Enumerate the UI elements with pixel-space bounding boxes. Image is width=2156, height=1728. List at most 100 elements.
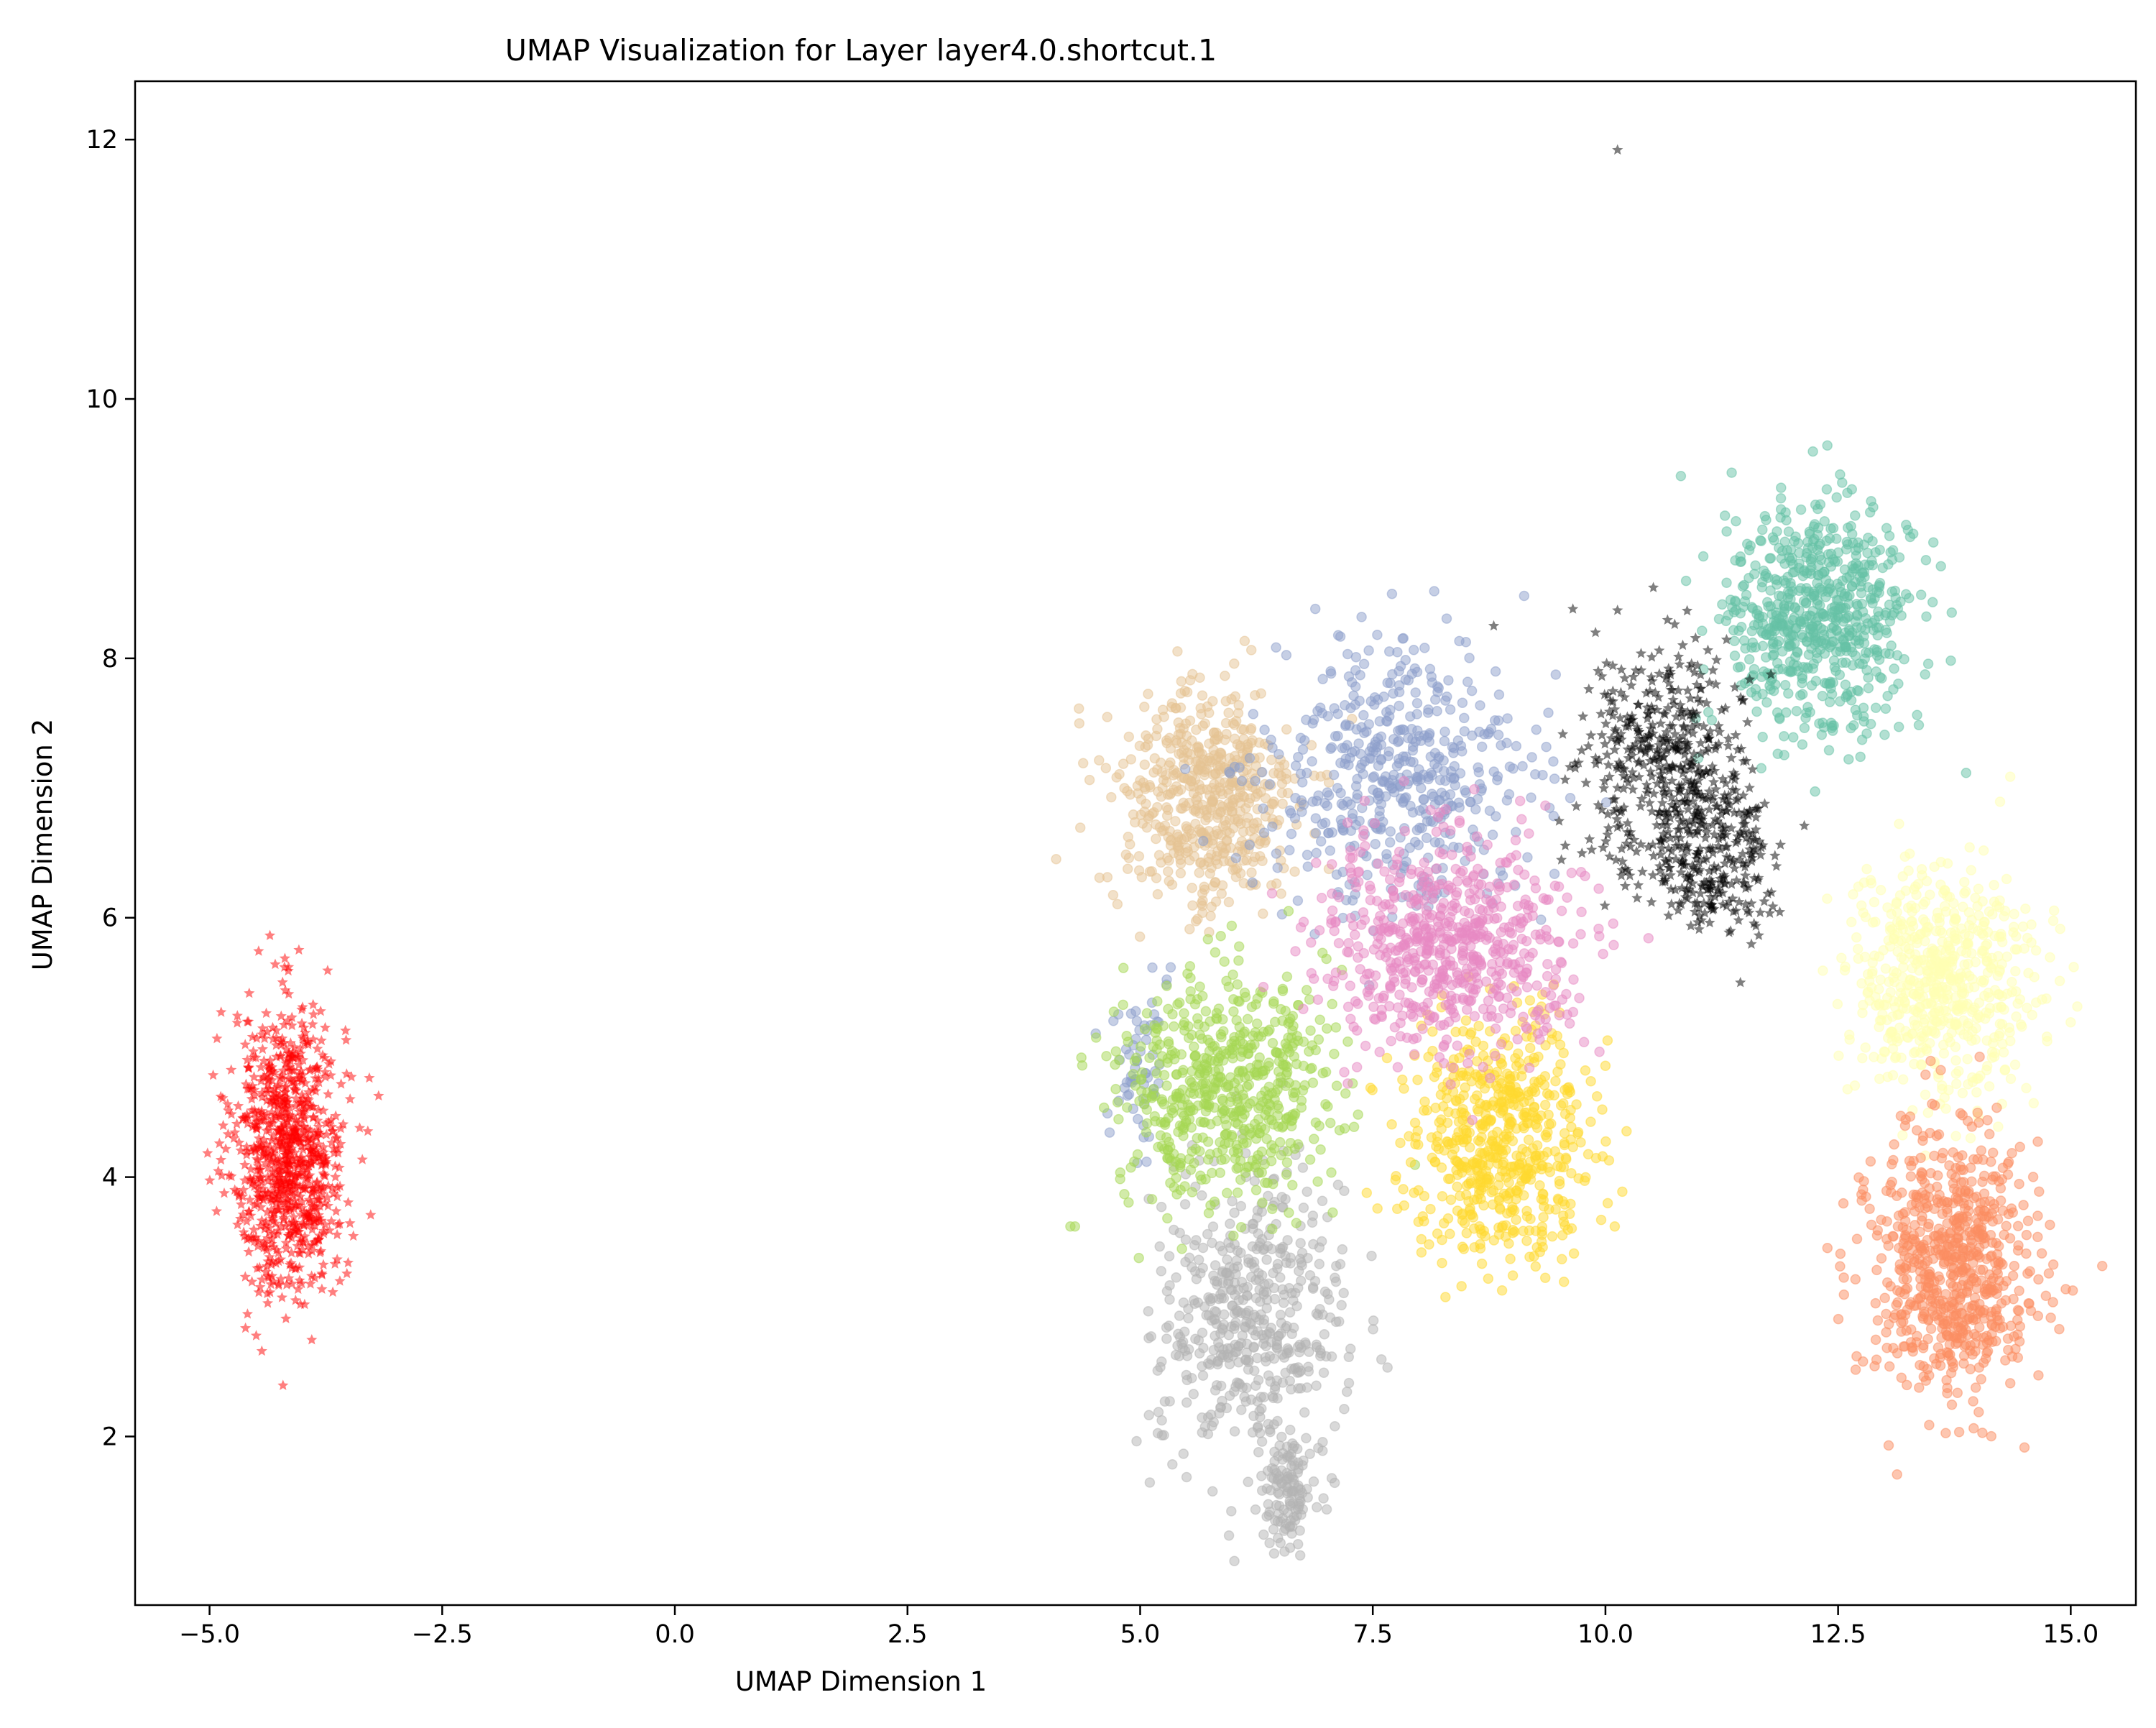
scatter-point bbox=[1368, 1315, 1379, 1326]
scatter-point bbox=[1146, 1093, 1158, 1103]
scatter-point bbox=[1575, 929, 1586, 939]
scatter-point bbox=[1133, 1252, 1144, 1264]
scatter-point bbox=[1405, 1008, 1416, 1020]
scatter-point bbox=[1571, 1099, 1582, 1110]
scatter-point bbox=[1395, 1031, 1406, 1042]
scatter-point bbox=[276, 1039, 287, 1049]
scatter-point bbox=[1223, 707, 1234, 719]
scatter-point bbox=[1478, 1062, 1489, 1072]
scatter-point bbox=[1378, 993, 1388, 1003]
scatter-point bbox=[1267, 1223, 1278, 1235]
scatter-point bbox=[1298, 916, 1309, 927]
scatter-point bbox=[1775, 492, 1787, 504]
scatter-point bbox=[1207, 835, 1218, 846]
scatter-point bbox=[322, 1200, 333, 1211]
scatter-point bbox=[1298, 1202, 1309, 1213]
scatter-point bbox=[1490, 666, 1501, 677]
scatter-point bbox=[1358, 825, 1369, 836]
scatter-point bbox=[1229, 1323, 1240, 1334]
scatter-point bbox=[1776, 482, 1787, 493]
scatter-point bbox=[282, 1230, 294, 1241]
scatter-point bbox=[1276, 1192, 1287, 1203]
scatter-point bbox=[329, 1258, 341, 1269]
scatter-point bbox=[1409, 1117, 1421, 1129]
scatter-point bbox=[1531, 980, 1542, 991]
scatter-point bbox=[1405, 1157, 1416, 1168]
scatter-point bbox=[1800, 598, 1812, 609]
scatter-point bbox=[1238, 1295, 1249, 1305]
scatter-point bbox=[1340, 1088, 1351, 1099]
scatter-point bbox=[1342, 1078, 1353, 1089]
scatter-point bbox=[1314, 1014, 1325, 1026]
scatter-point bbox=[1603, 1155, 1615, 1166]
scatter-point bbox=[236, 1198, 247, 1210]
scatter-point bbox=[1479, 1147, 1491, 1159]
scatter-point bbox=[1299, 1407, 1310, 1418]
scatter-point bbox=[1248, 709, 1259, 720]
scatter-point bbox=[1468, 871, 1479, 883]
scatter-point bbox=[308, 1111, 319, 1122]
scatter-point bbox=[1239, 1321, 1250, 1332]
scatter-point bbox=[1286, 1328, 1297, 1339]
scatter-point bbox=[1333, 937, 1345, 949]
scatter-point bbox=[1459, 1157, 1470, 1167]
scatter-point bbox=[1228, 1230, 1239, 1241]
scatter-point bbox=[1542, 1022, 1553, 1033]
scatter-point bbox=[1268, 768, 1279, 779]
scatter-point bbox=[260, 1266, 272, 1277]
scatter-point bbox=[1531, 724, 1542, 735]
scatter-point bbox=[288, 1203, 300, 1214]
scatter-point bbox=[1557, 1254, 1567, 1265]
scatter-point bbox=[1480, 934, 1492, 945]
scatter-point bbox=[1250, 1504, 1261, 1515]
scatter-point bbox=[1141, 1127, 1152, 1138]
scatter-point bbox=[1229, 814, 1240, 824]
scatter-point bbox=[1860, 612, 1871, 624]
scatter-point bbox=[1474, 726, 1485, 737]
scatter-point bbox=[1436, 1114, 1447, 1125]
scatter-point bbox=[1276, 1003, 1286, 1015]
scatter-point bbox=[1376, 1354, 1387, 1365]
scatter-point bbox=[335, 1138, 346, 1149]
scatter-point bbox=[1239, 1026, 1250, 1037]
scatter-point bbox=[1447, 979, 1457, 991]
scatter-point bbox=[1536, 1193, 1547, 1205]
scatter-point bbox=[1441, 613, 1452, 624]
scatter-point bbox=[1202, 934, 1214, 945]
scatter-point bbox=[286, 1247, 298, 1258]
scatter-point bbox=[1314, 924, 1325, 936]
scatter-point bbox=[1275, 1538, 1286, 1548]
scatter-point bbox=[340, 1024, 351, 1036]
scatter-point bbox=[1272, 863, 1283, 873]
scatter-point bbox=[1478, 1003, 1489, 1014]
scatter-point bbox=[1542, 958, 1553, 970]
scatter-point bbox=[1326, 742, 1337, 753]
scatter-point bbox=[1452, 967, 1462, 978]
scatter-point bbox=[1227, 1044, 1239, 1055]
scatter-point bbox=[364, 1072, 375, 1083]
scatter-point bbox=[1144, 1477, 1156, 1488]
scatter-point bbox=[216, 1006, 227, 1017]
scatter-point bbox=[1750, 560, 1761, 571]
scatter-point bbox=[1189, 1240, 1200, 1251]
scatter-point bbox=[1202, 1228, 1213, 1240]
scatter-point bbox=[1423, 771, 1434, 782]
scatter-point bbox=[1392, 1002, 1404, 1013]
scatter-point bbox=[1304, 1046, 1314, 1057]
scatter-point bbox=[1307, 756, 1317, 767]
scatter-point bbox=[1110, 1046, 1122, 1057]
scatter-point bbox=[1152, 888, 1164, 900]
scatter-point bbox=[243, 1016, 254, 1026]
scatter-point bbox=[1325, 1117, 1336, 1129]
scatter-point bbox=[1135, 794, 1147, 805]
scatter-point bbox=[1445, 1228, 1455, 1239]
scatter-point bbox=[1408, 644, 1419, 656]
scatter-point bbox=[1382, 677, 1393, 689]
scatter-point bbox=[1164, 1320, 1174, 1331]
scatter-point bbox=[1731, 515, 1741, 527]
scatter-point bbox=[1258, 827, 1270, 838]
scatter-point bbox=[1502, 713, 1513, 724]
scatter-point bbox=[1220, 670, 1230, 681]
scatter-point bbox=[1558, 1277, 1570, 1287]
scatter-point bbox=[1788, 732, 1799, 743]
